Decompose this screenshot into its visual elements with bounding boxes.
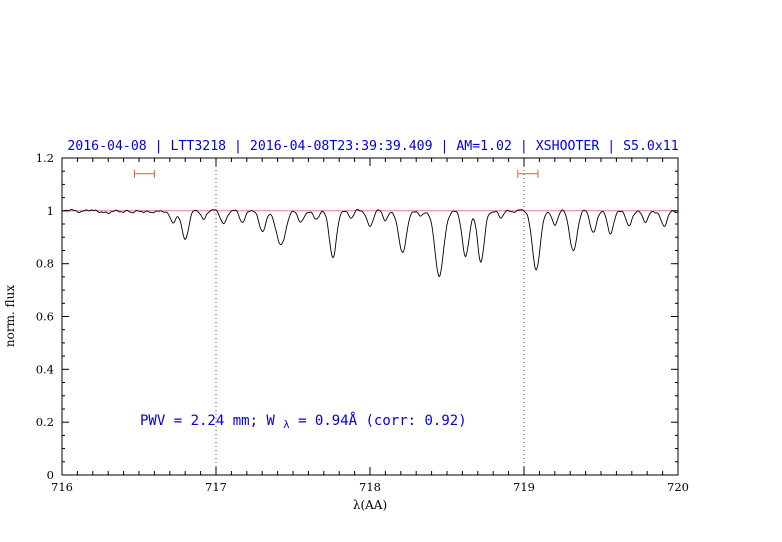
x-tick-label: 717 — [205, 480, 227, 494]
y-tick-label: 0 — [47, 468, 54, 482]
x-axis-label: λ(AA) — [353, 498, 387, 512]
pwv-annotation-prefix: PWV = 2.24 mm; W — [140, 413, 275, 429]
y-axis-label: norm. flux — [3, 285, 17, 347]
x-tick-label: 719 — [513, 480, 535, 494]
spectrum-line — [61, 208, 679, 278]
pwv-annotation-suffix: = 0.94Å (corr: 0.92) — [298, 412, 467, 429]
y-tick-label: 0.4 — [36, 362, 54, 376]
plot-layer: 716 717 718 719 720 0 0.2 0.4 0.6 0.8 1 1.2 — [36, 151, 689, 494]
x-tick-label: 716 — [51, 480, 73, 494]
y-tick-label: 0.2 — [36, 415, 54, 429]
plot-title: 2016-04-08 | LTT3218 | 2016-04-08T23:39:… — [67, 139, 678, 154]
x-tick-label: 718 — [359, 480, 381, 494]
y-tick-label: 0.8 — [36, 257, 54, 271]
y-tick-label: 1 — [47, 204, 54, 218]
y-tick-label: 0.6 — [36, 310, 54, 324]
pwv-annotation-sub: λ — [283, 419, 289, 431]
pwv-annotation: PWV = 2.24 mm; W λ = 0.94Å (corr: 0.92) — [140, 412, 467, 432]
x-tick-label: 720 — [667, 480, 689, 494]
y-tick-label: 1.2 — [36, 151, 54, 165]
